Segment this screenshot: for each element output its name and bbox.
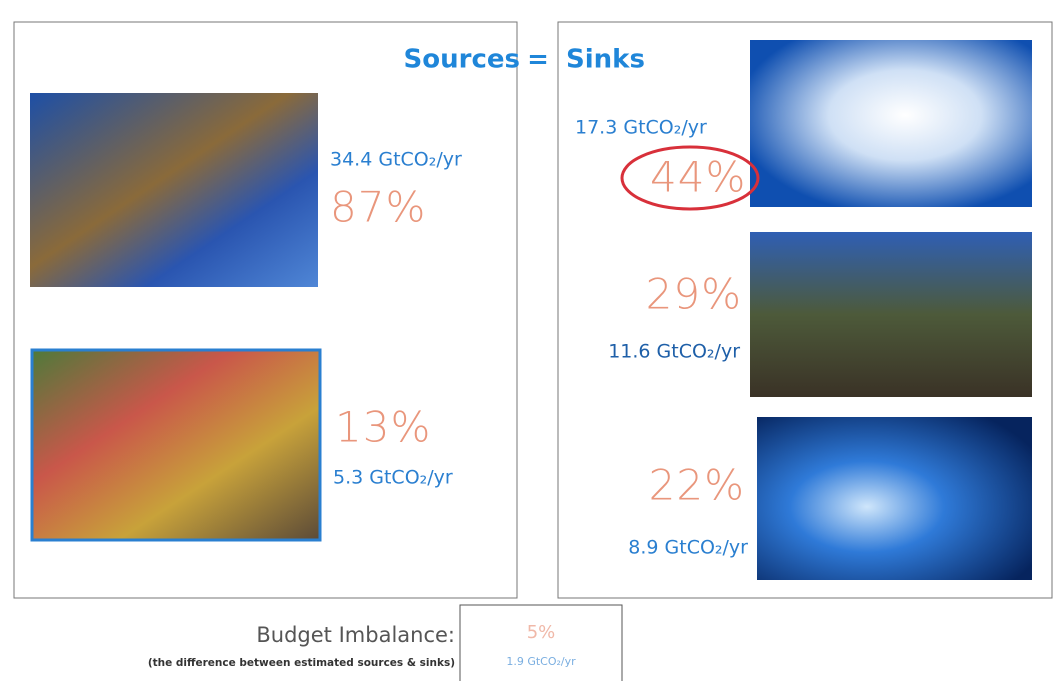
atmosphere-photo [750,40,1032,207]
smokestack-photo [30,93,318,287]
fossil-flux: 34.4 GtCO₂/yr [330,149,462,171]
budget-percent: 5% [527,622,556,643]
land-use-percent: 13% [335,403,431,452]
sinks-heading: Sinks [566,45,645,75]
ocean-percent: 22% [649,461,745,510]
ocean-flux: 8.9 GtCO₂/yr [628,537,748,559]
budget-box [460,605,622,681]
land-sink-flux: 11.6 GtCO₂/yr [608,341,740,363]
page: Sources = Sinks html, body { margin: 0; … [0,0,1063,681]
atmosphere-flux: 17.3 GtCO₂/yr [575,117,707,139]
body: {"header": {"sources": "Sources", "equal… [0,0,1063,681]
land-use-flux: 5.3 GtCO₂/yr [333,467,453,489]
fossil-percent: 87% [330,183,426,232]
budget-flux: 1.9 GtCO₂/yr [506,655,576,668]
ocean-photo [757,417,1032,580]
slide: Sources = Sinks 34.4 GtCO₂/yr 87% 13% 5.… [0,0,1063,681]
budget-label: Budget Imbalance: [256,623,455,647]
budget-note: (the difference between estimated source… [148,657,455,669]
atmosphere-percent: 44% [650,153,746,202]
sources-heading: Sources [404,45,520,75]
land-photo [750,232,1032,397]
land-sink-percent: 29% [646,270,742,319]
deforestation-photo [32,350,320,540]
equals-sign: = [527,45,549,75]
